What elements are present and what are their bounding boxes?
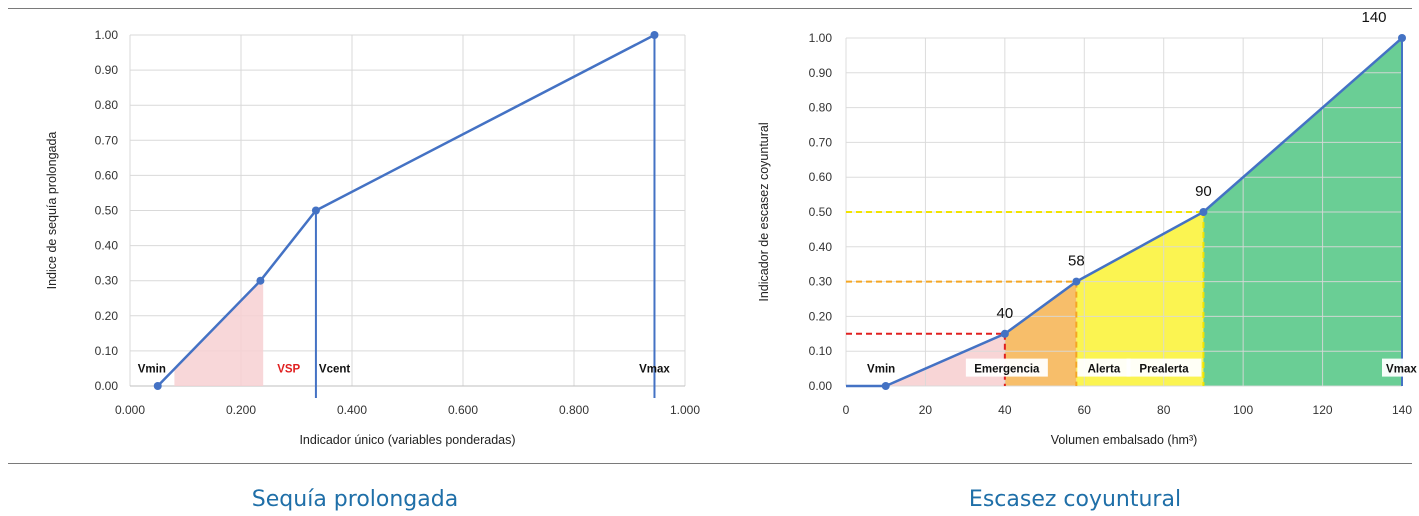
zone-tag-box <box>1382 358 1419 377</box>
zone-alerta <box>1076 212 1204 386</box>
y-tick-label: 0.00 <box>809 379 833 393</box>
zone-tag-alerta: Alerta <box>1077 358 1131 377</box>
data-point <box>881 382 890 390</box>
x-tick-label: 0.000 <box>115 403 145 417</box>
x-tick-label: 140 <box>1392 403 1412 417</box>
y-tick-label: 0.20 <box>95 309 119 323</box>
sequia-prolongada-chart: 0.00 0.10 0.20 0.30 0.40 0.50 0.60 0.70 0.80 0.90… <box>45 28 700 447</box>
value-label: 58 <box>1068 253 1085 270</box>
x-tick-label: 0 <box>843 403 850 417</box>
y-tick-label: 0.10 <box>95 344 119 358</box>
data-point <box>153 382 162 390</box>
zone-tag-text: Vmax <box>1386 364 1417 376</box>
escasez-coyuntural-chart: 0.00 0.10 0.20 0.30 0.40 0.50 0.60 0.70 0.80 0.90… <box>757 10 1419 447</box>
y-tick-label: 0.60 <box>95 168 119 182</box>
threshold-label-vmax: Vmax <box>639 363 670 375</box>
y-tick-label: 0.70 <box>95 133 119 147</box>
zone-tag-text: Alerta <box>1088 364 1121 376</box>
vsp-shaded-area <box>174 277 264 386</box>
x-tick-label: 0.400 <box>337 403 367 417</box>
x-tick-label: 40 <box>998 403 1012 417</box>
x-tick-label: 0.200 <box>226 403 256 417</box>
zone-tag-prealerta: Prealerta <box>1126 358 1202 377</box>
y-tick-label: 0.50 <box>809 205 833 219</box>
y-tick-label: 0.70 <box>809 135 833 149</box>
zone-tag-text: Vmin <box>867 364 895 376</box>
zone-tag-box <box>861 358 901 377</box>
zone-tag-vmin: Vmin <box>861 358 901 377</box>
zone-tag-box <box>1126 358 1202 377</box>
y-tick-label: 0.80 <box>809 101 833 115</box>
y-tick-label: 0.90 <box>95 63 119 77</box>
y-tick-label: 0.50 <box>95 204 119 218</box>
x-tick-label: 0.600 <box>448 403 478 417</box>
bottom-rule <box>8 463 1412 464</box>
data-point <box>1199 208 1208 216</box>
data-point <box>1398 34 1406 42</box>
data-point <box>1000 329 1009 338</box>
zone-tag-text: Emergencia <box>974 364 1040 376</box>
top-rule <box>8 8 1412 9</box>
y-tick-label: 0.20 <box>809 309 833 323</box>
y-axis-title: Indice de sequía prolongada <box>45 132 59 290</box>
y-tick-label: 0.90 <box>809 66 833 80</box>
x-tick-label: 1.000 <box>670 403 700 417</box>
y-tick-label: 1.00 <box>809 31 833 45</box>
y-tick-label: 0.60 <box>809 170 833 184</box>
zone-tag-text: Prealerta <box>1139 364 1189 376</box>
y-tick-label: 0.10 <box>809 344 833 358</box>
x-tick-label: 0.800 <box>559 403 589 417</box>
series-line <box>846 37 1403 388</box>
value-label: 140 <box>1361 10 1386 26</box>
caption-escasez-coyuntural: Escasez coyuntural <box>968 487 1182 512</box>
zone-tag-emergencia: Emergencia <box>965 358 1048 377</box>
y-tick-label: 0.80 <box>95 98 119 112</box>
data-point <box>256 276 265 285</box>
data-point <box>1072 277 1081 286</box>
y-tick-label: 0.30 <box>809 275 833 289</box>
x-tick-label: 120 <box>1313 403 1333 417</box>
x-tick-label: 20 <box>919 403 933 417</box>
zone-tag-box <box>965 358 1048 377</box>
threshold-label-vcent: Vcent <box>319 363 350 375</box>
value-label: 40 <box>997 305 1014 322</box>
x-tick-label: 60 <box>1078 403 1092 417</box>
y-tick-label: 0.00 <box>95 379 119 393</box>
x-axis-title: Volumen embalsado (hm³) <box>1051 433 1198 447</box>
threshold-label-vmin: Vmin <box>138 363 166 375</box>
y-tick-label: 0.40 <box>809 240 833 254</box>
zone-tag-box <box>1077 358 1131 377</box>
zone-tag-vmax: Vmax <box>1382 358 1419 377</box>
series-line <box>156 33 656 387</box>
threshold-label-vsp: VSP <box>277 363 300 375</box>
y-tick-label: 0.30 <box>95 274 119 288</box>
value-label: 90 <box>1195 183 1212 200</box>
data-point <box>311 206 320 215</box>
y-tick-label: 1.00 <box>95 28 119 42</box>
y-axis-title: Indicador de escasez coyuntural <box>757 122 771 301</box>
x-tick-label: 80 <box>1157 403 1171 417</box>
data-point <box>650 31 659 39</box>
x-tick-label: 100 <box>1233 403 1253 417</box>
x-axis-title: Indicador único (variables ponderadas) <box>299 433 515 447</box>
caption-sequia-prolongada: Sequía prolongada <box>251 487 459 512</box>
y-tick-label: 0.40 <box>95 239 119 253</box>
